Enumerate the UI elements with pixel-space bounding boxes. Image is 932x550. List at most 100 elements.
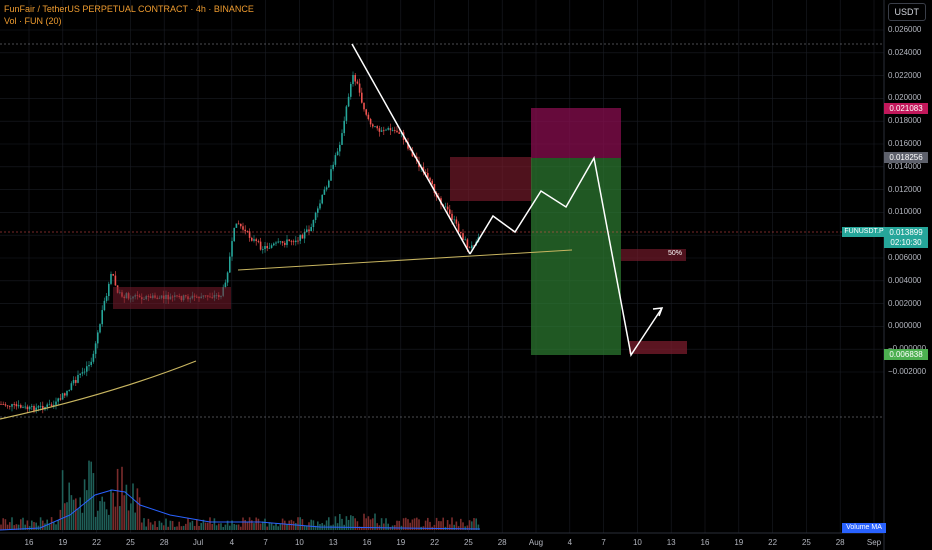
volume-bar	[123, 495, 125, 530]
volume-bar	[438, 521, 440, 530]
volume-bar	[110, 489, 112, 530]
currency-button[interactable]: USDT	[887, 3, 926, 21]
candle-body	[17, 405, 20, 407]
candle-body	[273, 243, 275, 246]
volume-bar	[39, 517, 42, 530]
volume-bar	[167, 526, 169, 530]
volume-bar	[383, 523, 385, 530]
volume-bar	[372, 518, 374, 530]
candle-body	[83, 371, 86, 373]
volume-bar	[138, 497, 141, 530]
fifty-percent-label: 50%	[668, 250, 683, 257]
volume-bar	[310, 519, 312, 530]
volume-bar	[202, 519, 205, 530]
candle-body	[394, 130, 396, 131]
volume-bar	[339, 513, 341, 530]
price-tick: 0.016000	[888, 139, 922, 148]
candle-body	[286, 239, 288, 245]
candle-body	[325, 187, 328, 190]
candle-body	[259, 241, 262, 250]
candle-body	[290, 240, 293, 242]
volume-bar	[215, 525, 218, 530]
stop-loss-badge: 0.021083	[884, 103, 928, 114]
volume-bar	[279, 523, 282, 530]
candle-body	[455, 219, 458, 224]
date-tick: Jul	[192, 538, 204, 547]
volume-indicator-label[interactable]: Vol · FUN (20)	[4, 16, 62, 26]
volume-bar	[141, 522, 143, 530]
volume-bar	[356, 521, 359, 530]
volume-bar	[242, 517, 244, 530]
volume-bar	[59, 509, 62, 530]
price-tick: 0.004000	[888, 275, 922, 285]
candle-body	[77, 374, 79, 383]
price-tick: 0.002000	[888, 298, 922, 308]
volume-bar	[99, 501, 101, 530]
volume-bar	[174, 526, 176, 530]
volume-bar	[330, 525, 332, 530]
support-target-box	[621, 249, 686, 261]
volume-bar	[176, 526, 178, 530]
candle-body	[253, 239, 255, 241]
candle-body	[55, 401, 57, 405]
volume-bar	[86, 490, 88, 530]
volume-bar	[57, 520, 59, 530]
candle-body	[242, 226, 244, 230]
symbol-title[interactable]: FunFair / TetherUS PERPETUAL CONTRACT · …	[4, 4, 254, 14]
volume-bar	[312, 520, 315, 530]
candle-body	[409, 148, 411, 151]
candle-body	[339, 144, 341, 152]
volume-bar	[9, 522, 11, 530]
date-tick: 13	[328, 538, 338, 547]
candle-body	[53, 404, 55, 407]
volume-bar	[251, 520, 253, 530]
volume-bar	[350, 515, 352, 530]
volume-bar	[15, 524, 18, 530]
candle-body	[112, 273, 114, 276]
date-tick: 22	[430, 538, 440, 547]
volume-bar	[334, 516, 337, 530]
volume-bar	[101, 496, 103, 530]
candle-body	[444, 206, 447, 208]
volume-bar	[6, 524, 9, 530]
candle-body	[57, 398, 59, 402]
volume-bar	[418, 519, 420, 530]
descending-trendline	[351, 43, 471, 255]
candle-body	[94, 343, 97, 354]
price-tick: 0.020000	[888, 93, 922, 103]
price-tick: 0.010000	[888, 207, 922, 217]
date-tick: 16	[700, 538, 710, 547]
candle-body	[464, 239, 466, 241]
volume-bar	[53, 522, 55, 530]
volume-bar	[411, 519, 414, 530]
volume-bar	[130, 503, 132, 530]
candle-body	[471, 245, 473, 249]
candle-body	[292, 241, 295, 243]
volume-bar	[268, 522, 271, 530]
candle-body	[277, 241, 279, 243]
candle-body	[466, 239, 469, 248]
candle-body	[389, 128, 392, 131]
volume-bar	[475, 518, 477, 530]
volume-bar	[108, 514, 110, 530]
candle-body	[369, 119, 372, 125]
candle-body	[105, 296, 108, 301]
volume-bar	[473, 518, 475, 530]
candle-body	[460, 232, 462, 234]
candle-body	[257, 241, 260, 242]
volume-bar	[464, 526, 466, 530]
volume-bar	[112, 492, 114, 530]
date-tick: 16	[24, 538, 34, 547]
candle-body	[295, 240, 297, 243]
candle-body	[391, 130, 394, 131]
volume-bar	[200, 523, 202, 530]
candle-body	[4, 404, 7, 406]
candle-body	[46, 404, 48, 407]
candle-body	[398, 132, 400, 134]
date-tick: Sep	[866, 538, 882, 547]
volume-bar	[277, 526, 279, 530]
price-tick: 0.000000	[888, 321, 922, 331]
candle-body	[363, 102, 365, 110]
candle-body	[92, 353, 95, 362]
